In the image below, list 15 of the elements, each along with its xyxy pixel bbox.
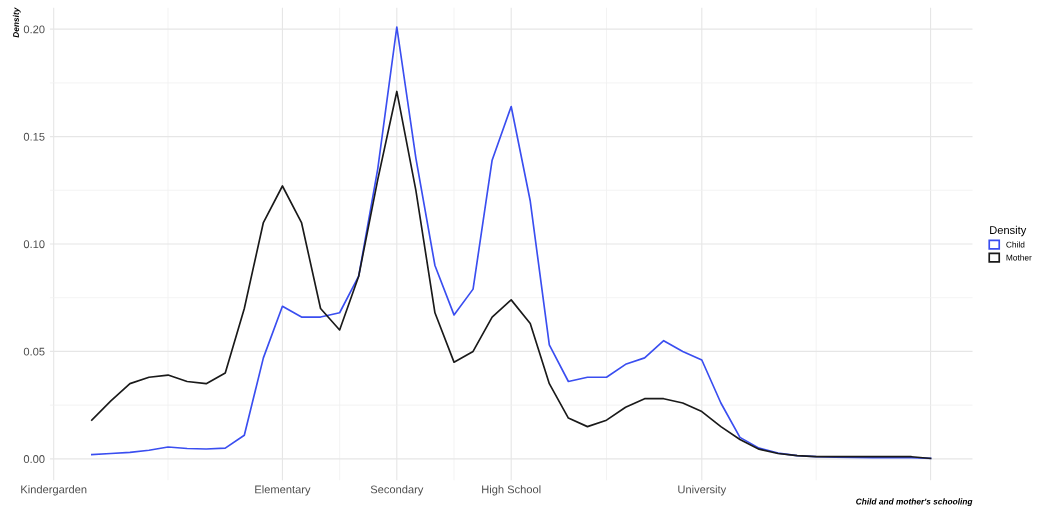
legend-label: Mother	[1006, 254, 1032, 261]
y-tick-label: 0.00	[23, 455, 45, 463]
y-tick-label: 0.15	[23, 132, 45, 141]
y-tick-label: 0.10	[23, 240, 45, 249]
y-tick-label: 0.05	[23, 347, 45, 356]
x-tick-label: Secondary	[370, 485, 424, 496]
x-tick-label: University	[678, 485, 727, 496]
x-tick-label: High School	[482, 485, 541, 496]
legend-label: Child	[1006, 241, 1025, 248]
x-tick-label: Elementary	[255, 485, 311, 496]
x-tick-label: Kindergarden	[21, 485, 87, 496]
y-tick-label: 0.20	[23, 25, 45, 34]
legend-title: Density	[990, 225, 1027, 237]
y-axis-title: Density	[12, 7, 21, 38]
x-axis-title: Child and mother's schooling	[856, 498, 973, 507]
